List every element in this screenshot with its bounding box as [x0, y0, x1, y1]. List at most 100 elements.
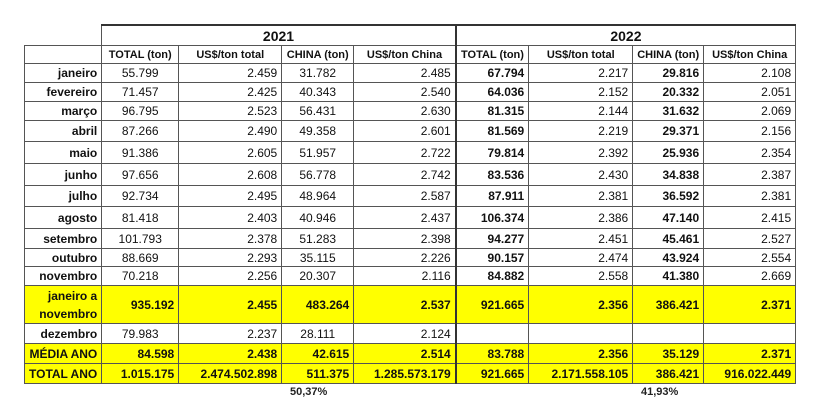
value-cell: 2.722 — [353, 141, 457, 164]
value-cell: 2.387 — [703, 163, 797, 186]
value-cell: 2.587 — [353, 185, 457, 207]
table-row: fevereiro 71.457 2.425 40.343 2.540 64.036 2.1… — [23, 82, 797, 102]
value-cell: 2.293 — [178, 248, 283, 267]
value-cell: 2.217 — [528, 63, 634, 83]
value-cell: 386.421 — [632, 285, 705, 324]
row-label: março — [23, 101, 103, 121]
value-cell: 87.266 — [101, 120, 180, 142]
value-cell: 2.558 — [528, 266, 634, 286]
value-cell: 2.398 — [353, 228, 457, 249]
value-cell: 2.219 — [528, 120, 634, 142]
row-label: MÉDIA ANO — [23, 343, 103, 364]
value-cell: 106.374 — [454, 206, 530, 229]
percent-2022: 41,93% — [641, 386, 679, 398]
value-cell: 55.799 — [101, 63, 180, 83]
value-cell: 921.665 — [454, 285, 530, 324]
row-label: fevereiro — [23, 82, 103, 102]
value-cell: 511.375 — [281, 363, 355, 384]
value-cell: 2.116 — [353, 266, 457, 286]
value-cell: 2.156 — [703, 120, 797, 142]
percent-2021: 50,37% — [290, 386, 328, 398]
value-cell: 64.036 — [454, 82, 530, 102]
value-cell: 2.523 — [178, 101, 283, 121]
value-cell: 67.794 — [454, 63, 530, 83]
label-header — [23, 45, 103, 64]
value-cell: 47.140 — [632, 206, 705, 229]
value-cell: 79.983 — [101, 323, 180, 344]
column-header: US$/ton China — [353, 45, 457, 64]
value-cell: 2.608 — [178, 163, 283, 186]
row-label: agosto — [23, 206, 103, 229]
value-cell: 2.378 — [178, 228, 283, 249]
row-label: outubro — [23, 248, 103, 267]
value-cell: 2.437 — [353, 206, 457, 229]
value-cell: 71.457 — [101, 82, 180, 102]
row-label: abril — [23, 120, 103, 142]
value-cell: 91.386 — [101, 141, 180, 164]
value-cell: 2.425 — [178, 82, 283, 102]
export-table: 2021 2022 TOTAL (ton) US$/ton total CHINA … — [23, 24, 797, 384]
value-cell: 92.734 — [101, 185, 180, 207]
value-cell: 31.782 — [281, 63, 355, 83]
table-row: TOTAL ANO 1.015.175 2.474.502.898 511.375 1.… — [23, 363, 797, 384]
value-cell: 2.554 — [703, 248, 797, 267]
value-cell — [454, 323, 530, 344]
value-cell: 2.144 — [528, 101, 634, 121]
value-cell: 1.285.573.179 — [353, 363, 457, 384]
value-cell: 1.015.175 — [101, 363, 180, 384]
value-cell: 2.051 — [703, 82, 797, 102]
value-cell: 2.474 — [528, 248, 634, 267]
value-cell: 2.630 — [353, 101, 457, 121]
column-header: CHINA (ton) — [281, 45, 355, 64]
value-cell: 2.371 — [703, 343, 797, 364]
row-label: novembro — [23, 266, 103, 286]
value-cell: 2.381 — [528, 185, 634, 207]
value-cell: 40.946 — [281, 206, 355, 229]
value-cell: 81.315 — [454, 101, 530, 121]
row-label-line: novembro — [39, 306, 98, 321]
value-cell: 386.421 — [632, 363, 705, 384]
table-row: outubro 88.669 2.293 35.115 2.226 90.157 2.474… — [23, 248, 797, 267]
value-cell: 29.816 — [632, 63, 705, 83]
value-cell: 2.124 — [353, 323, 457, 344]
value-cell: 81.569 — [454, 120, 530, 142]
value-cell: 94.277 — [454, 228, 530, 249]
year-2022-header: 2022 — [454, 24, 797, 46]
value-cell: 41.380 — [632, 266, 705, 286]
column-header: TOTAL (ton) — [101, 45, 180, 64]
value-cell: 97.656 — [101, 163, 180, 186]
value-cell: 88.669 — [101, 248, 180, 267]
value-cell: 2.430 — [528, 163, 634, 186]
value-cell: 2.601 — [353, 120, 457, 142]
value-cell: 916.022.449 — [703, 363, 797, 384]
value-cell: 84.598 — [101, 343, 180, 364]
value-cell: 483.264 — [281, 285, 355, 324]
value-cell: 2.438 — [178, 343, 283, 364]
table-row: julho 92.734 2.495 48.964 2.587 87.911 2.381 36… — [23, 185, 797, 207]
value-cell: 51.957 — [281, 141, 355, 164]
value-cell: 2.371 — [703, 285, 797, 324]
value-cell: 70.218 — [101, 266, 180, 286]
value-cell: 83.788 — [454, 343, 530, 364]
value-cell: 2.392 — [528, 141, 634, 164]
column-header: US$/ton total — [178, 45, 283, 64]
value-cell: 2.171.558.105 — [528, 363, 634, 384]
table-row: MÉDIA ANO 84.598 2.438 42.615 2.514 83.788 2.3… — [23, 343, 797, 364]
value-cell: 34.838 — [632, 163, 705, 186]
value-cell: 56.431 — [281, 101, 355, 121]
value-cell: 2.514 — [353, 343, 457, 364]
value-cell: 2.381 — [703, 185, 797, 207]
column-header: US$/ton total — [528, 45, 634, 64]
value-cell: 51.283 — [281, 228, 355, 249]
row-label-line: janeiro a — [47, 288, 98, 303]
value-cell: 2.108 — [703, 63, 797, 83]
table-row: dezembro 79.983 2.237 28.111 2.124 — [23, 323, 797, 344]
value-cell: 20.307 — [281, 266, 355, 286]
value-cell: 2.527 — [703, 228, 797, 249]
value-cell — [528, 323, 634, 344]
value-cell: 921.665 — [454, 363, 530, 384]
value-cell: 935.192 — [101, 285, 180, 324]
table-row: setembro 101.793 2.378 51.283 2.398 94.277 2.4… — [23, 228, 797, 249]
value-cell: 49.358 — [281, 120, 355, 142]
value-cell: 2.403 — [178, 206, 283, 229]
